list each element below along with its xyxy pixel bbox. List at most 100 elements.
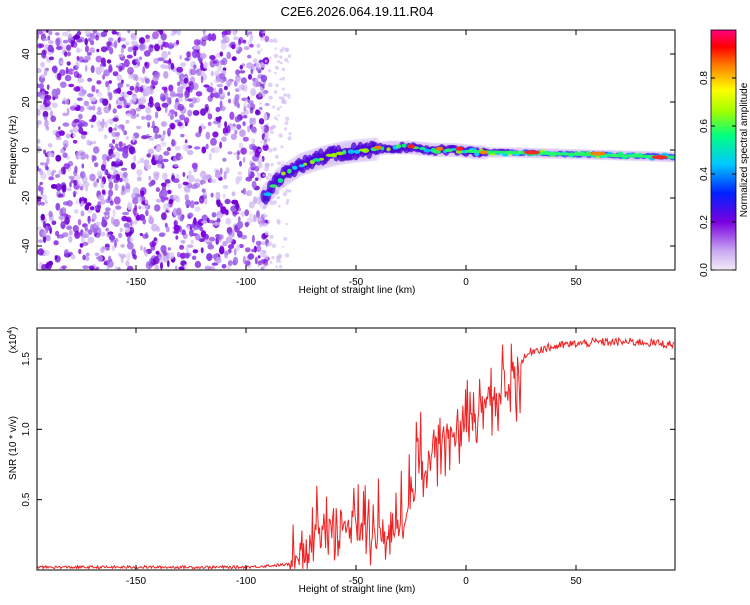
noise-point	[85, 45, 89, 53]
noise-point	[263, 222, 268, 227]
noise-point	[127, 30, 131, 34]
noise-point	[242, 121, 246, 127]
noise-point	[162, 40, 166, 47]
noise-point	[212, 131, 219, 138]
noise-point	[176, 66, 184, 73]
noise-point	[90, 124, 94, 129]
noise-point	[285, 189, 289, 193]
noise-point	[190, 68, 197, 76]
noise-point	[58, 215, 65, 220]
noise-point	[92, 30, 98, 34]
noise-point	[80, 131, 88, 136]
noise-point	[129, 108, 135, 116]
noise-point	[39, 169, 44, 176]
noise-point	[160, 33, 167, 41]
noise-point	[70, 39, 74, 48]
noise-point	[129, 237, 134, 242]
noise-point	[244, 209, 249, 217]
noise-point	[120, 147, 126, 152]
noise-point	[118, 96, 126, 101]
noise-point	[250, 126, 257, 133]
noise-point	[66, 30, 71, 33]
noise-point	[255, 196, 262, 205]
noise-point	[72, 139, 78, 144]
noise-point	[260, 158, 263, 162]
ridge-hotspot	[590, 151, 606, 156]
ridge-blob	[354, 149, 361, 154]
noise-point	[85, 252, 90, 257]
noise-point	[131, 248, 136, 257]
noise-point	[179, 252, 187, 259]
noise-point	[55, 183, 62, 192]
noise-point	[224, 132, 229, 137]
noise-point	[125, 136, 129, 140]
noise-point	[55, 136, 62, 141]
noise-point	[152, 31, 159, 40]
noise-point	[149, 104, 153, 108]
noise-point	[96, 120, 102, 128]
noise-point	[272, 147, 277, 152]
noise-point	[161, 50, 168, 60]
noise-point	[262, 143, 269, 152]
noise-point	[94, 162, 99, 168]
noise-point	[121, 185, 125, 192]
noise-point	[247, 104, 251, 109]
noise-point	[132, 135, 135, 143]
noise-point	[222, 185, 229, 189]
noise-point	[61, 265, 67, 270]
noise-point	[96, 227, 102, 236]
noise-point	[66, 61, 71, 66]
noise-point	[113, 218, 120, 227]
noise-point	[249, 103, 256, 111]
noise-point	[108, 126, 113, 133]
noise-point	[176, 30, 181, 36]
noise-point	[86, 139, 91, 146]
noise-point	[135, 193, 139, 202]
noise-point	[90, 65, 95, 74]
noise-point	[274, 190, 280, 196]
noise-point	[55, 37, 61, 47]
noise-point	[101, 153, 108, 161]
noise-point	[272, 125, 277, 129]
noise-point	[255, 62, 259, 66]
noise-point	[262, 204, 267, 209]
noise-point	[227, 228, 233, 236]
noise-point	[276, 196, 280, 200]
noise-point	[115, 143, 119, 149]
noise-point	[209, 265, 216, 270]
noise-point	[286, 198, 290, 203]
noise-point	[89, 96, 97, 102]
colorbar-ticks: 0.0 0.2 0.4 0.6 0.8	[699, 71, 736, 277]
noise-point	[37, 226, 43, 231]
noise-point	[57, 170, 63, 176]
noise-point	[73, 34, 81, 40]
ridge-blob	[291, 165, 298, 170]
noise-point	[270, 130, 274, 135]
noise-point	[284, 121, 289, 125]
noise-point	[95, 221, 101, 226]
noise-point	[280, 145, 284, 149]
noise-point	[145, 164, 152, 170]
noise-point	[242, 39, 247, 44]
noise-point	[140, 115, 146, 120]
snr-panel: -150 -100 -50 0 50 0.5 1.0 1.5 Height of strai…	[7, 327, 676, 595]
noise-point	[107, 195, 111, 201]
noise-point	[118, 141, 123, 148]
noise-point	[76, 181, 82, 186]
noise-point	[37, 165, 40, 172]
noise-point	[214, 78, 220, 84]
ridge-hotspot	[455, 146, 464, 151]
noise-point	[100, 65, 105, 72]
noise-point	[42, 110, 49, 118]
noise-point	[52, 65, 58, 74]
y-tick-label: 0	[21, 147, 32, 153]
noise-point	[207, 113, 213, 120]
noise-point	[125, 182, 131, 190]
noise-point	[193, 217, 197, 226]
ridge-hotspot	[651, 155, 668, 160]
noise-point	[203, 84, 210, 88]
x-tick-label: -50	[349, 277, 364, 288]
noise-point	[200, 75, 204, 84]
noise-point	[266, 137, 271, 142]
noise-point	[107, 173, 111, 179]
